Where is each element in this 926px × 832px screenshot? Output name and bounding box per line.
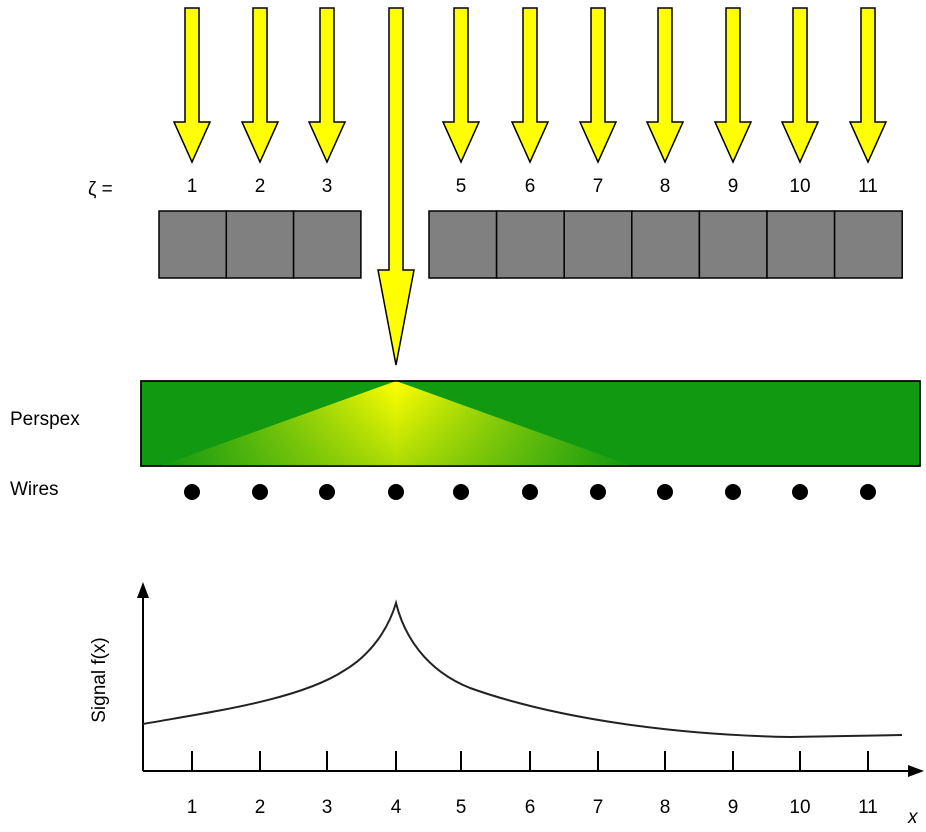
arrows xyxy=(172,7,888,366)
light-arrow xyxy=(578,7,618,164)
wires-label: Wires xyxy=(10,479,59,500)
wire xyxy=(860,484,876,500)
detector-box xyxy=(563,210,633,279)
plot-axes xyxy=(137,582,924,777)
x-tick-label: 3 xyxy=(322,797,333,818)
x-tick-label: 8 xyxy=(660,797,671,818)
wire xyxy=(252,484,268,500)
detector-label: 1 xyxy=(187,176,198,197)
light-arrow xyxy=(510,7,550,164)
wire xyxy=(184,484,200,500)
x-tick-label: 10 xyxy=(789,797,810,818)
detector-label: 11 xyxy=(858,176,878,197)
wire xyxy=(590,484,606,500)
light-arrow xyxy=(645,7,685,164)
detector-box xyxy=(158,210,228,279)
wire xyxy=(388,484,404,500)
detector-box xyxy=(766,210,836,279)
wire xyxy=(725,484,741,500)
perspex-border xyxy=(140,380,921,467)
zeta-label: ζ = xyxy=(88,179,113,200)
light-arrow xyxy=(172,7,212,164)
x-tick-label: 2 xyxy=(255,797,266,818)
wire xyxy=(657,484,673,500)
x-axis-label: x xyxy=(907,807,919,828)
wire xyxy=(792,484,808,500)
light-arrow xyxy=(780,7,820,164)
detector-label: 2 xyxy=(255,176,266,197)
detector-box xyxy=(428,210,498,279)
detector-label: 6 xyxy=(525,176,536,197)
detector-box xyxy=(833,210,903,279)
light-arrow xyxy=(307,7,347,164)
light-arrow xyxy=(848,7,888,164)
x-tick-label: 9 xyxy=(728,797,739,818)
detector-box xyxy=(631,210,701,279)
wire xyxy=(522,484,538,500)
detector-box xyxy=(292,210,362,279)
wire xyxy=(453,484,469,500)
wire xyxy=(319,484,335,500)
x-tick-label: 5 xyxy=(456,797,467,818)
wires xyxy=(184,484,876,500)
detector-label: 5 xyxy=(456,176,467,197)
detector-box xyxy=(698,210,768,279)
signal-curve xyxy=(142,599,903,739)
light-arrow xyxy=(377,7,415,366)
y-axis-label: Signal f(x) xyxy=(89,637,110,723)
perspex-label: Perspex xyxy=(10,409,80,430)
x-tick-label: 6 xyxy=(525,797,536,818)
detector-label: 10 xyxy=(789,176,810,197)
detector-label: 8 xyxy=(660,176,671,197)
light-arrow xyxy=(713,7,753,164)
light-cone-fade xyxy=(160,381,632,466)
detector-label: 7 xyxy=(593,176,604,197)
detector-label: 9 xyxy=(728,176,739,197)
detector-box xyxy=(495,210,565,279)
detector-box xyxy=(225,210,295,279)
light-arrow xyxy=(441,7,481,164)
x-tick-label: 11 xyxy=(858,797,878,818)
x-tick-label: 4 xyxy=(391,797,402,818)
detector-label: 3 xyxy=(322,176,333,197)
x-tick-label: 1 xyxy=(187,797,198,818)
light-arrow xyxy=(240,7,280,164)
detectors xyxy=(158,210,903,279)
x-tick-label: 7 xyxy=(593,797,604,818)
x-ticks: 1 2 3 4 5 6 7 8 9 10 11 xyxy=(187,751,878,818)
